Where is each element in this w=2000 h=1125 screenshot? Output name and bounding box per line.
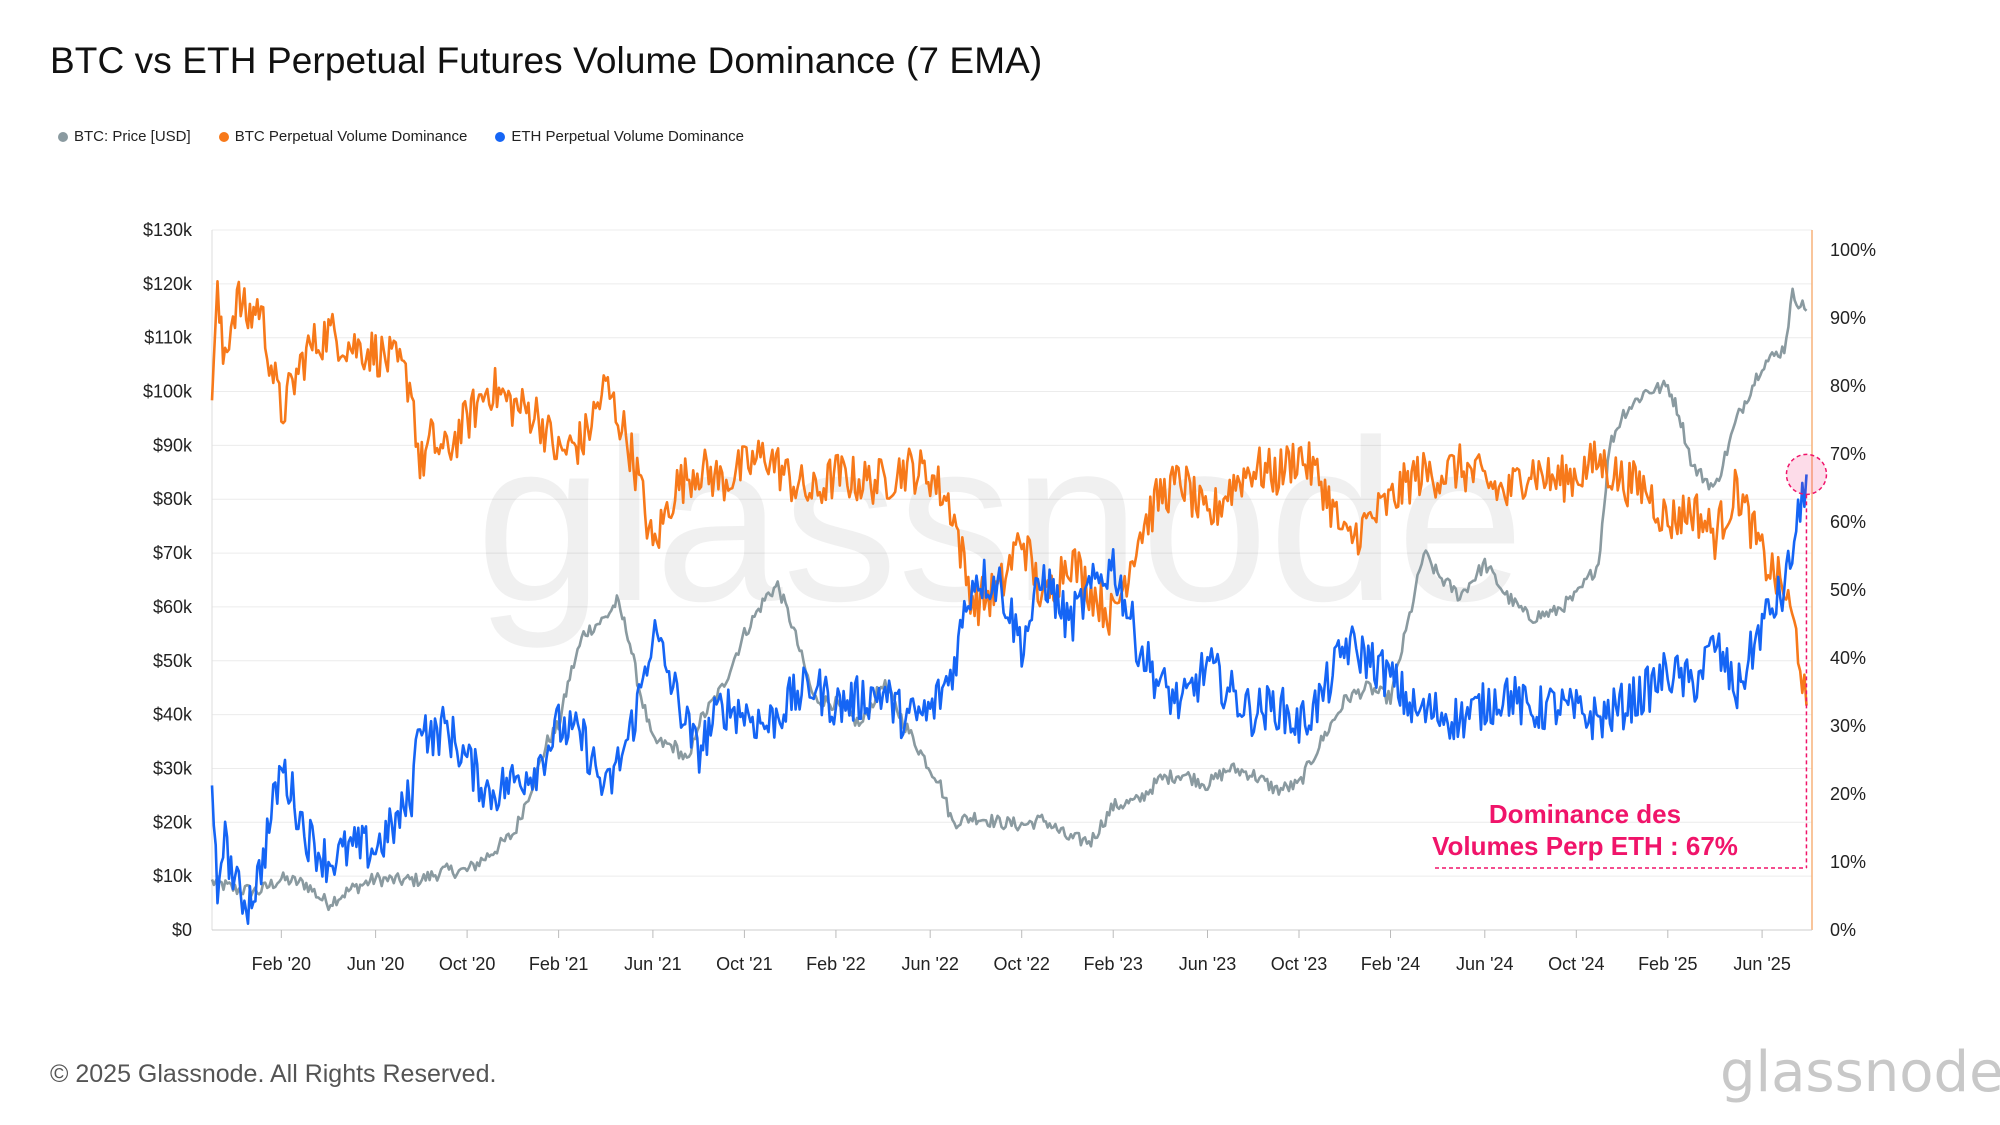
x-tick-label: Feb '23	[1083, 954, 1142, 974]
y-left-tick-label: $100k	[143, 382, 193, 402]
y-right-tick-label: 70%	[1830, 444, 1866, 464]
y-right-tick-label: 0%	[1830, 920, 1856, 940]
y-right-tick-label: 20%	[1830, 784, 1866, 804]
x-tick-label: Feb '20	[252, 954, 311, 974]
y-left-tick-label: $20k	[153, 812, 193, 832]
x-tick-label: Feb '21	[529, 954, 588, 974]
x-tick-label: Oct '24	[1548, 954, 1604, 974]
y-left-tick-label: $0	[172, 920, 192, 940]
legend-item-eth-dominance[interactable]: ETH Perpetual Volume Dominance	[495, 128, 744, 145]
legend-item-btc-price[interactable]: BTC: Price [USD]	[58, 128, 191, 145]
y-left-tick-label: $120k	[143, 274, 193, 294]
x-tick-label: Oct '23	[1271, 954, 1327, 974]
legend-item-btc-dominance[interactable]: BTC Perpetual Volume Dominance	[218, 128, 468, 145]
x-tick-label: Oct '22	[993, 954, 1049, 974]
x-tick-label: Jun '22	[901, 954, 958, 974]
y-left-tick-label: $90k	[153, 435, 193, 455]
y-right-tick-label: 50%	[1830, 580, 1866, 600]
y-right-tick-label: 100%	[1830, 240, 1876, 260]
legend-label: ETH Perpetual Volume Dominance	[511, 128, 744, 145]
y-left-tick-label: $80k	[153, 489, 193, 509]
x-tick-label: Jun '20	[347, 954, 404, 974]
brand-logo: glassnode	[1720, 1040, 2000, 1105]
y-right-tick-label: 80%	[1830, 376, 1866, 396]
x-tick-label: Oct '21	[716, 954, 772, 974]
x-tick-label: Jun '21	[624, 954, 681, 974]
y-left-tick-label: $130k	[143, 220, 193, 240]
y-right-tick-label: 40%	[1830, 648, 1866, 668]
y-left-tick-label: $70k	[153, 543, 193, 563]
x-tick-label: Oct '20	[439, 954, 495, 974]
legend-dot-icon	[218, 131, 229, 142]
y-right-tick-label: 90%	[1830, 308, 1866, 328]
chart-title: BTC vs ETH Perpetual Futures Volume Domi…	[50, 40, 1043, 81]
legend-label: BTC Perpetual Volume Dominance	[234, 128, 468, 145]
highlight-circle	[1785, 453, 1828, 496]
series-eth-dominance	[210, 474, 1808, 925]
x-tick-label: Jun '24	[1456, 954, 1513, 974]
y-right-tick-label: 10%	[1830, 852, 1866, 872]
y-left-tick-label: $30k	[153, 758, 193, 778]
x-tick-label: Feb '24	[1361, 954, 1420, 974]
x-tick-label: Feb '25	[1638, 954, 1697, 974]
x-tick-label: Jun '23	[1179, 954, 1236, 974]
x-tick-label: Feb '22	[806, 954, 865, 974]
y-left-tick-label: $10k	[153, 866, 193, 886]
y-right-tick-label: 30%	[1830, 716, 1866, 736]
legend-dot-icon	[495, 131, 506, 142]
legend-dot-icon	[58, 131, 68, 142]
axes: $0 $10k $20k $30k $40k $50k $60k $70k $80k $90k $1…	[143, 220, 1876, 974]
x-tick-label: Jun '25	[1733, 954, 1790, 974]
annotation: Dominance des Volumes Perp ETH : 67%	[1432, 799, 1738, 861]
annotation-line-1: Dominance des	[1489, 799, 1681, 829]
series-btc-dominance	[210, 280, 1808, 706]
legend: BTC: Price [USD] BTC Perpetual Volume Do…	[58, 128, 744, 145]
y-right-tick-label: 60%	[1830, 512, 1866, 532]
series-lines	[210, 280, 1828, 925]
copyright-footer: © 2025 Glassnode. All Rights Reserved.	[50, 1060, 497, 1088]
watermark: glassnode	[476, 392, 1525, 649]
series-btc-price	[210, 287, 1808, 912]
y-left-tick-label: $110k	[144, 328, 193, 348]
legend-label: BTC: Price [USD]	[74, 128, 191, 145]
annotation-line-2: Volumes Perp ETH : 67%	[1432, 831, 1738, 861]
y-left-tick-label: $60k	[153, 597, 193, 617]
y-left-tick-label: $40k	[153, 705, 193, 725]
y-left-tick-label: $50k	[153, 651, 193, 671]
